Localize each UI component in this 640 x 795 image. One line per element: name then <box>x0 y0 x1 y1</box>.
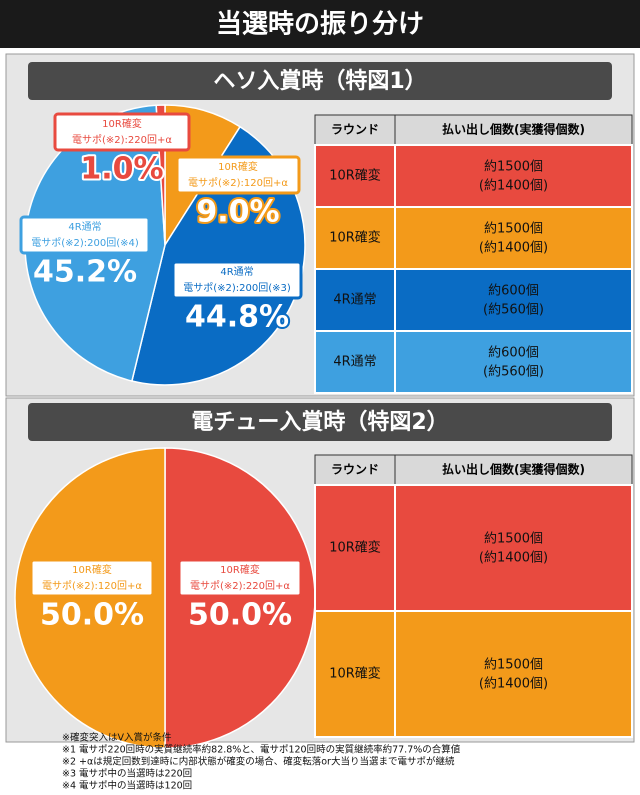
table-cell: 10R確変 <box>329 666 381 682</box>
table-cell: 約1500個 <box>484 532 543 547</box>
table-row-bg <box>314 206 633 270</box>
value-label: 44.8% <box>185 300 289 335</box>
footnote: ※1 電サポ220回時の実質継続率約82.8%と、電サポ120回時の実質継続率約… <box>62 744 461 756</box>
label-box <box>29 558 155 598</box>
table-row-bg <box>314 144 633 208</box>
value-label: 50.0% <box>40 598 144 633</box>
label-box <box>177 558 303 598</box>
slice-sublabel: 電サポ(※2):120回+α <box>42 580 142 592</box>
table-cell: (約1400個) <box>479 551 548 566</box>
slice-sublabel: 電サポ(※2):200回(※4) <box>31 237 139 249</box>
pie-slice <box>14 447 166 749</box>
table-header: ラウンド <box>331 123 379 137</box>
table-row-bg <box>314 484 633 612</box>
title: 当選時の振り分け <box>216 10 424 40</box>
table-row-bg <box>314 268 633 332</box>
table-header-bg <box>314 454 633 486</box>
slice-label: 10R確変 <box>218 160 258 173</box>
footnote: ※2 +αは規定回数到達時に内部状態が確変の場合、確変転落or大当り当選まで電サ… <box>62 756 455 768</box>
label-box <box>19 215 151 255</box>
footnote: ※確変突入はV入賞が条件 <box>62 732 172 744</box>
label-box <box>175 155 301 195</box>
slice-label: 4R通常 <box>68 220 101 233</box>
section-header-bar <box>28 62 612 100</box>
section-header: ヘソ入賞時（特図1） <box>213 68 426 94</box>
slice-label: 10R確変 <box>72 563 112 576</box>
slice-label: 4R通常 <box>220 265 253 278</box>
table-cell: (約1400個) <box>479 179 548 194</box>
table-cell: 約600個 <box>488 284 539 299</box>
table-cell: (約560個) <box>483 303 544 318</box>
slice-sublabel: 電サポ(※2):220回+α <box>190 580 290 592</box>
table-cell: 約600個 <box>488 346 539 361</box>
table-cell: 約1500個 <box>484 222 543 237</box>
table-cell: 4R通常 <box>333 293 376 308</box>
slice-sublabel: 電サポ(※2):120回+α <box>188 177 288 189</box>
table-cell: 10R確変 <box>329 230 381 246</box>
footnote: ※4 電サポ中の当選時は120回 <box>62 780 192 792</box>
slice-label: 10R確変 <box>220 563 260 576</box>
table-header: 払い出し個数(実獲得個数) <box>442 462 585 477</box>
title-bar <box>0 0 640 48</box>
slice-sublabel: 電サポ(※2):200回(※3) <box>183 282 291 294</box>
table-row-bg <box>314 330 633 394</box>
section-header: 電チュー入賞時（特図2） <box>191 409 448 435</box>
section-header-bar <box>28 403 612 441</box>
table-cell: 10R確変 <box>329 168 381 184</box>
slice-label: 10R確変 <box>102 117 142 130</box>
table-row-bg <box>314 610 633 738</box>
value-label: 45.2% <box>33 255 137 290</box>
table-cell: 4R通常 <box>333 355 376 370</box>
table-cell: (約1400個) <box>479 677 548 692</box>
table-cell: 約1500個 <box>484 658 543 673</box>
label-box <box>171 260 303 300</box>
table-cell: (約1400個) <box>479 241 548 256</box>
value-label: 50.0% <box>188 598 292 633</box>
table-header: 払い出し個数(実獲得個数) <box>442 122 585 137</box>
table-cell: 10R確変 <box>329 540 381 556</box>
table-cell: 約1500個 <box>484 160 543 175</box>
table-header-bg <box>314 114 633 146</box>
table-header: ラウンド <box>331 463 379 477</box>
label-box <box>53 112 191 152</box>
value-label: 9.0% <box>196 195 279 230</box>
value-label: 1.0% <box>80 152 163 187</box>
footnote: ※3 電サポ中の当選時は220回 <box>62 768 192 780</box>
table-cell: (約560個) <box>483 365 544 380</box>
slice-sublabel: 電サポ(※2):220回+α <box>72 134 172 146</box>
